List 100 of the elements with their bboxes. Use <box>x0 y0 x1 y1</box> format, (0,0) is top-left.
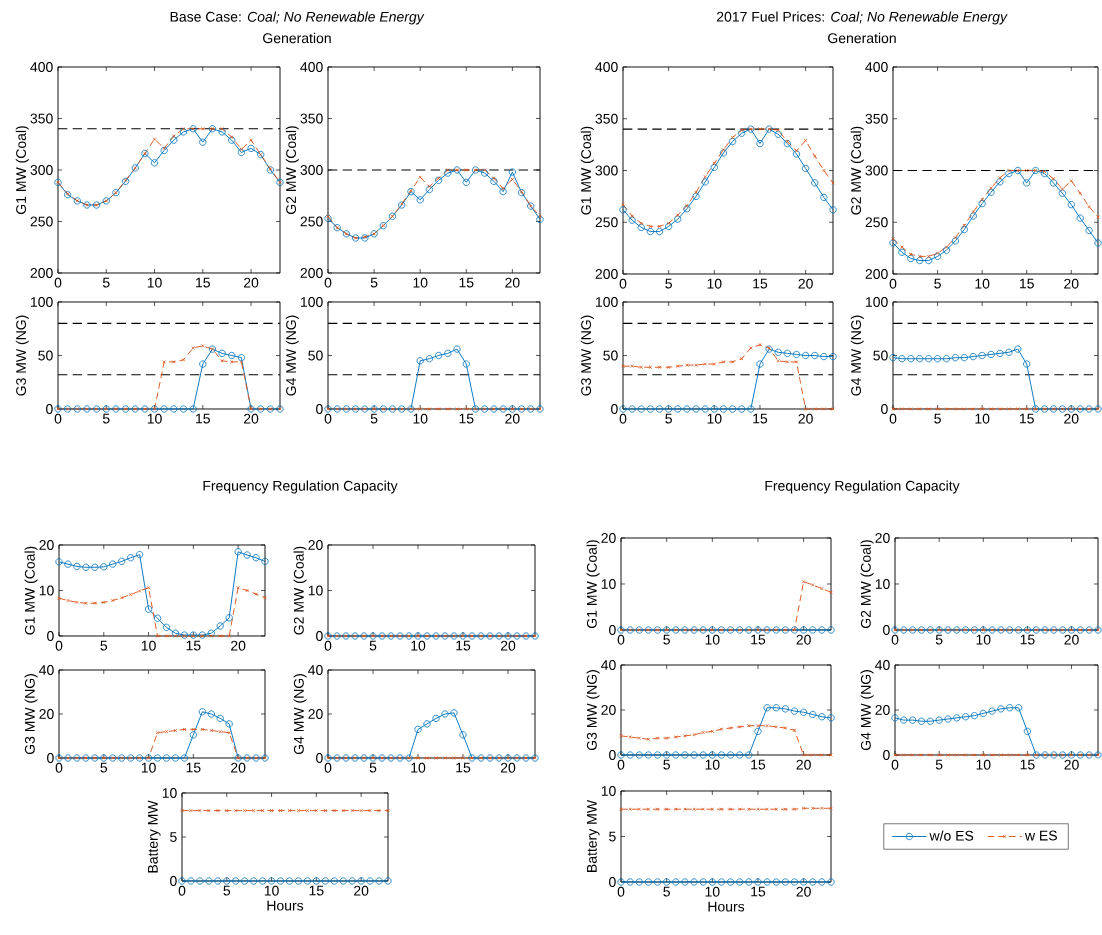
point <box>812 407 817 411</box>
point <box>810 806 815 811</box>
y-axis-title: G3 MW (NG) <box>15 315 29 396</box>
point <box>801 579 806 584</box>
text: Frequency Regulation Capacity <box>203 480 398 494</box>
point <box>981 753 986 757</box>
x-tick-label: 5 <box>663 759 670 770</box>
x-tick-label: 0 <box>55 762 63 773</box>
point <box>628 735 632 739</box>
y-axis-title: G4 MW (NG) <box>850 315 864 396</box>
point <box>979 709 987 717</box>
point <box>1078 191 1082 196</box>
point <box>942 246 951 254</box>
point <box>1049 179 1058 187</box>
point <box>783 349 791 357</box>
x-tick-label: 10 <box>411 762 426 773</box>
point <box>701 178 709 186</box>
x-tick-label: 5 <box>102 277 110 288</box>
point <box>425 355 433 363</box>
point <box>218 634 223 638</box>
point <box>917 407 922 411</box>
point <box>635 878 643 886</box>
point <box>926 407 931 411</box>
point <box>674 215 682 223</box>
point <box>1040 170 1049 178</box>
point <box>153 754 162 762</box>
point <box>900 407 904 411</box>
point <box>664 807 669 812</box>
x-tick-label: 10 <box>411 640 426 651</box>
point <box>93 601 97 606</box>
x-tick-label: 20 <box>798 278 813 289</box>
point <box>655 736 660 740</box>
x-tick-label: 10 <box>707 413 722 424</box>
point <box>179 128 188 136</box>
point <box>263 595 267 600</box>
x-tick-label: 20 <box>505 413 520 424</box>
point <box>499 188 507 196</box>
y-tick-label: 200 <box>30 268 53 278</box>
text: 2017 Fuel Prices: Coal; No Renewable Energy <box>716 11 1008 25</box>
y-tick-label: 10 <box>601 579 616 589</box>
point <box>803 138 808 143</box>
point <box>675 213 680 217</box>
y-axis-title: G1 MW (Coal) <box>15 126 29 214</box>
x-tick-label: 20 <box>796 634 811 645</box>
point <box>1023 179 1031 187</box>
point <box>648 224 653 229</box>
x-tick-label: 5 <box>934 278 941 289</box>
point <box>925 355 933 363</box>
point <box>639 365 644 370</box>
point <box>802 351 810 360</box>
point <box>665 405 673 413</box>
point <box>655 227 664 236</box>
point <box>717 878 726 886</box>
point <box>699 751 707 759</box>
point <box>889 239 897 247</box>
point <box>701 807 705 812</box>
point <box>482 168 487 172</box>
point <box>739 128 744 132</box>
point <box>628 216 636 224</box>
point <box>57 596 61 601</box>
point <box>1014 704 1023 712</box>
point <box>621 202 625 207</box>
y-axis-title: G2 MW (Coal) <box>860 540 874 629</box>
point <box>803 407 808 411</box>
point <box>719 727 724 731</box>
point <box>626 878 634 886</box>
x-tick-label: 20 <box>231 762 246 773</box>
point <box>118 557 126 565</box>
x-tick-label: 0 <box>324 762 332 773</box>
point <box>719 149 728 157</box>
point <box>756 139 764 148</box>
point <box>450 709 458 717</box>
point <box>745 751 753 759</box>
point <box>987 350 995 359</box>
y-tick-label: 40 <box>39 665 54 675</box>
point <box>218 349 226 357</box>
point <box>619 734 623 738</box>
point <box>164 729 169 734</box>
x-tick-label: 5 <box>100 762 108 773</box>
y-tick-label: 350 <box>595 113 618 124</box>
point <box>827 626 835 634</box>
x-tick-label: 0 <box>619 278 627 289</box>
point <box>446 407 450 411</box>
point <box>675 364 680 369</box>
x-tick-label: 5 <box>663 886 670 897</box>
point <box>663 751 671 759</box>
y-tick-label: 0 <box>883 625 890 635</box>
point <box>630 364 634 369</box>
point <box>754 878 762 886</box>
point <box>701 405 709 413</box>
y-tick-label: 100 <box>866 297 888 307</box>
point <box>998 175 1002 180</box>
point <box>710 807 715 812</box>
point <box>1060 187 1065 191</box>
point <box>617 878 625 886</box>
x-tick-label: 5 <box>223 885 231 896</box>
point <box>685 203 689 208</box>
point <box>180 754 188 762</box>
point <box>216 622 224 630</box>
point <box>738 129 746 137</box>
